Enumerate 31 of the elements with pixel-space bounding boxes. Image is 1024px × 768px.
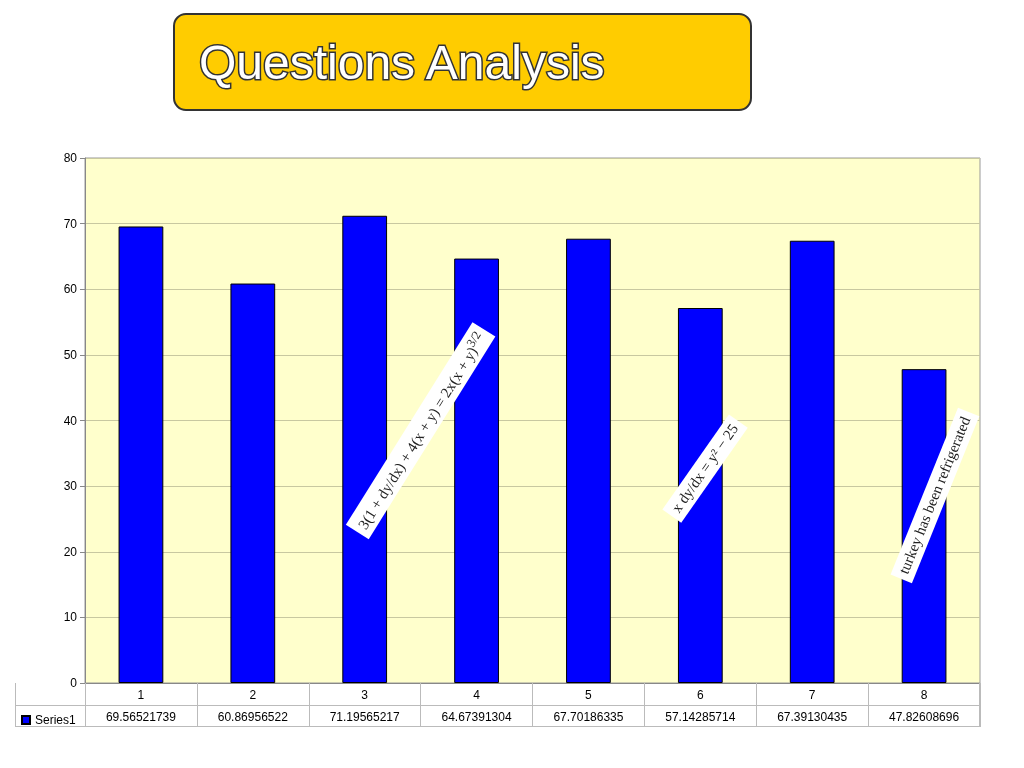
chart-title: Questions Analysis <box>199 35 605 89</box>
data-label: 64.67391304 <box>440 710 513 724</box>
bar <box>789 240 835 683</box>
x-tick-label: 5 <box>585 688 593 702</box>
data-label: 57.14285714 <box>664 710 737 724</box>
legend-label: Series1 <box>35 713 77 727</box>
y-tick-label: 10 <box>63 610 78 625</box>
y-tick-label: 50 <box>63 347 78 362</box>
y-tick-label: 60 <box>63 282 78 297</box>
x-tick-label: 4 <box>473 688 481 702</box>
data-label: 71.19565217 <box>328 710 401 724</box>
x-tick-label: 7 <box>808 688 816 702</box>
y-tick-label: 70 <box>63 216 78 231</box>
x-tick-label: 8 <box>920 688 928 702</box>
bar <box>118 226 164 683</box>
x-tick-label: 2 <box>249 688 257 702</box>
y-tick-label: 0 <box>70 676 78 690</box>
x-tick-label: 1 <box>137 688 145 702</box>
y-tick-label: 30 <box>63 479 78 494</box>
data-label: 69.56521739 <box>104 710 177 724</box>
y-tick-label: 40 <box>63 413 78 428</box>
x-tick-label: 3 <box>361 688 369 702</box>
y-tick-label: 80 <box>63 151 78 165</box>
data-label: 67.70186335 <box>552 710 625 724</box>
data-label: 47.82608696 <box>888 710 961 724</box>
y-tick-label: 20 <box>63 544 78 559</box>
bar <box>230 283 276 683</box>
bar <box>566 238 611 683</box>
x-tick-label: 6 <box>696 688 704 702</box>
data-label: 60.86956522 <box>216 710 289 724</box>
data-label: 67.39130435 <box>776 710 849 724</box>
